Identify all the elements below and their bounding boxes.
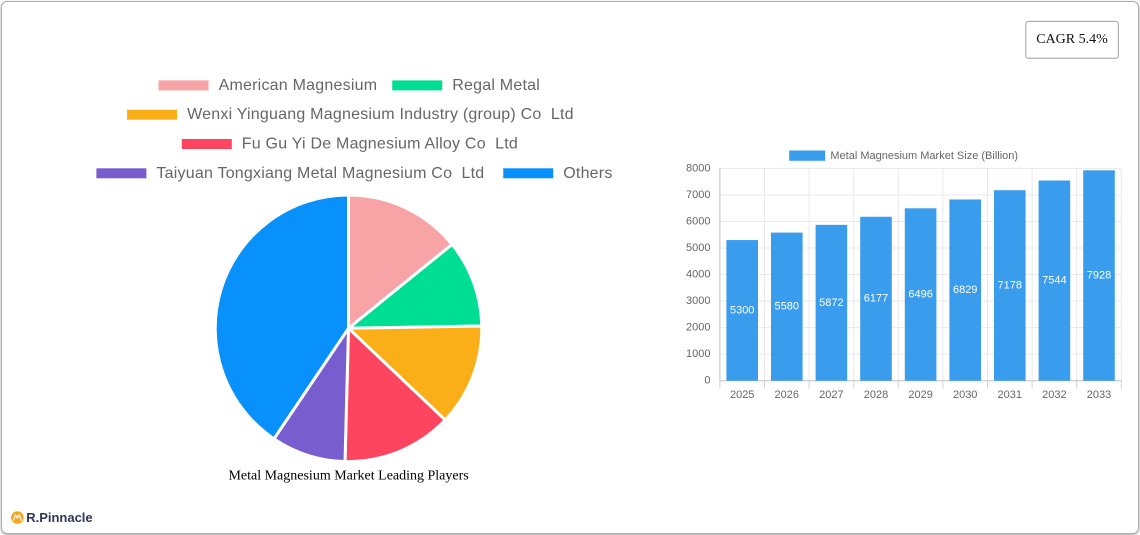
svg-text:CAGR 5.4%: CAGR 5.4% — [1036, 32, 1108, 47]
svg-text:2027: 2027 — [819, 389, 843, 401]
svg-text:Others: Others — [563, 165, 612, 182]
svg-text:0: 0 — [704, 375, 710, 387]
svg-text:6000: 6000 — [686, 215, 710, 227]
svg-text:Taiyuan Tongxiang Metal Magnes: Taiyuan Tongxiang Metal Magnesium Co Ltd — [156, 165, 484, 182]
svg-text:2032: 2032 — [1042, 389, 1066, 401]
svg-text:5000: 5000 — [686, 242, 710, 254]
svg-text:R.Pinnacle: R.Pinnacle — [26, 510, 92, 525]
svg-text:Wenxi Yinguang Magnesium Indus: Wenxi Yinguang Magnesium Industry (group… — [187, 106, 574, 123]
svg-text:2026: 2026 — [775, 389, 799, 401]
svg-text:2033: 2033 — [1087, 389, 1111, 401]
svg-text:1000: 1000 — [686, 348, 710, 360]
svg-text:8000: 8000 — [686, 162, 710, 174]
svg-text:2000: 2000 — [686, 322, 710, 334]
svg-text:Metal Magnesium Market Size (B: Metal Magnesium Market Size (Billion) — [830, 150, 1018, 162]
svg-text:6829: 6829 — [953, 284, 977, 296]
svg-text:2030: 2030 — [953, 389, 977, 401]
svg-text:Metal Magnesium Market Leading: Metal Magnesium Market Leading Players — [228, 469, 468, 484]
svg-text:7928: 7928 — [1087, 270, 1111, 282]
svg-text:2025: 2025 — [730, 389, 754, 401]
svg-text:4000: 4000 — [686, 269, 710, 281]
svg-text:5300: 5300 — [730, 304, 754, 316]
svg-text:5872: 5872 — [819, 297, 843, 309]
svg-text:6496: 6496 — [908, 289, 932, 301]
svg-text:5580: 5580 — [775, 301, 799, 313]
svg-text:7544: 7544 — [1042, 275, 1066, 287]
svg-text:Fu Gu Yi De Magnesium Alloy Co: Fu Gu Yi De Magnesium Alloy Co Ltd — [242, 136, 518, 153]
svg-text:2029: 2029 — [908, 389, 932, 401]
svg-text:7178: 7178 — [998, 279, 1022, 291]
svg-text:2028: 2028 — [864, 389, 888, 401]
svg-text:Regal Metal: Regal Metal — [452, 77, 540, 94]
svg-text:7000: 7000 — [686, 189, 710, 201]
svg-text:American Magnesium: American Magnesium — [219, 77, 378, 94]
svg-text:2031: 2031 — [998, 389, 1022, 401]
svg-text:6177: 6177 — [864, 293, 888, 305]
svg-text:3000: 3000 — [686, 295, 710, 307]
